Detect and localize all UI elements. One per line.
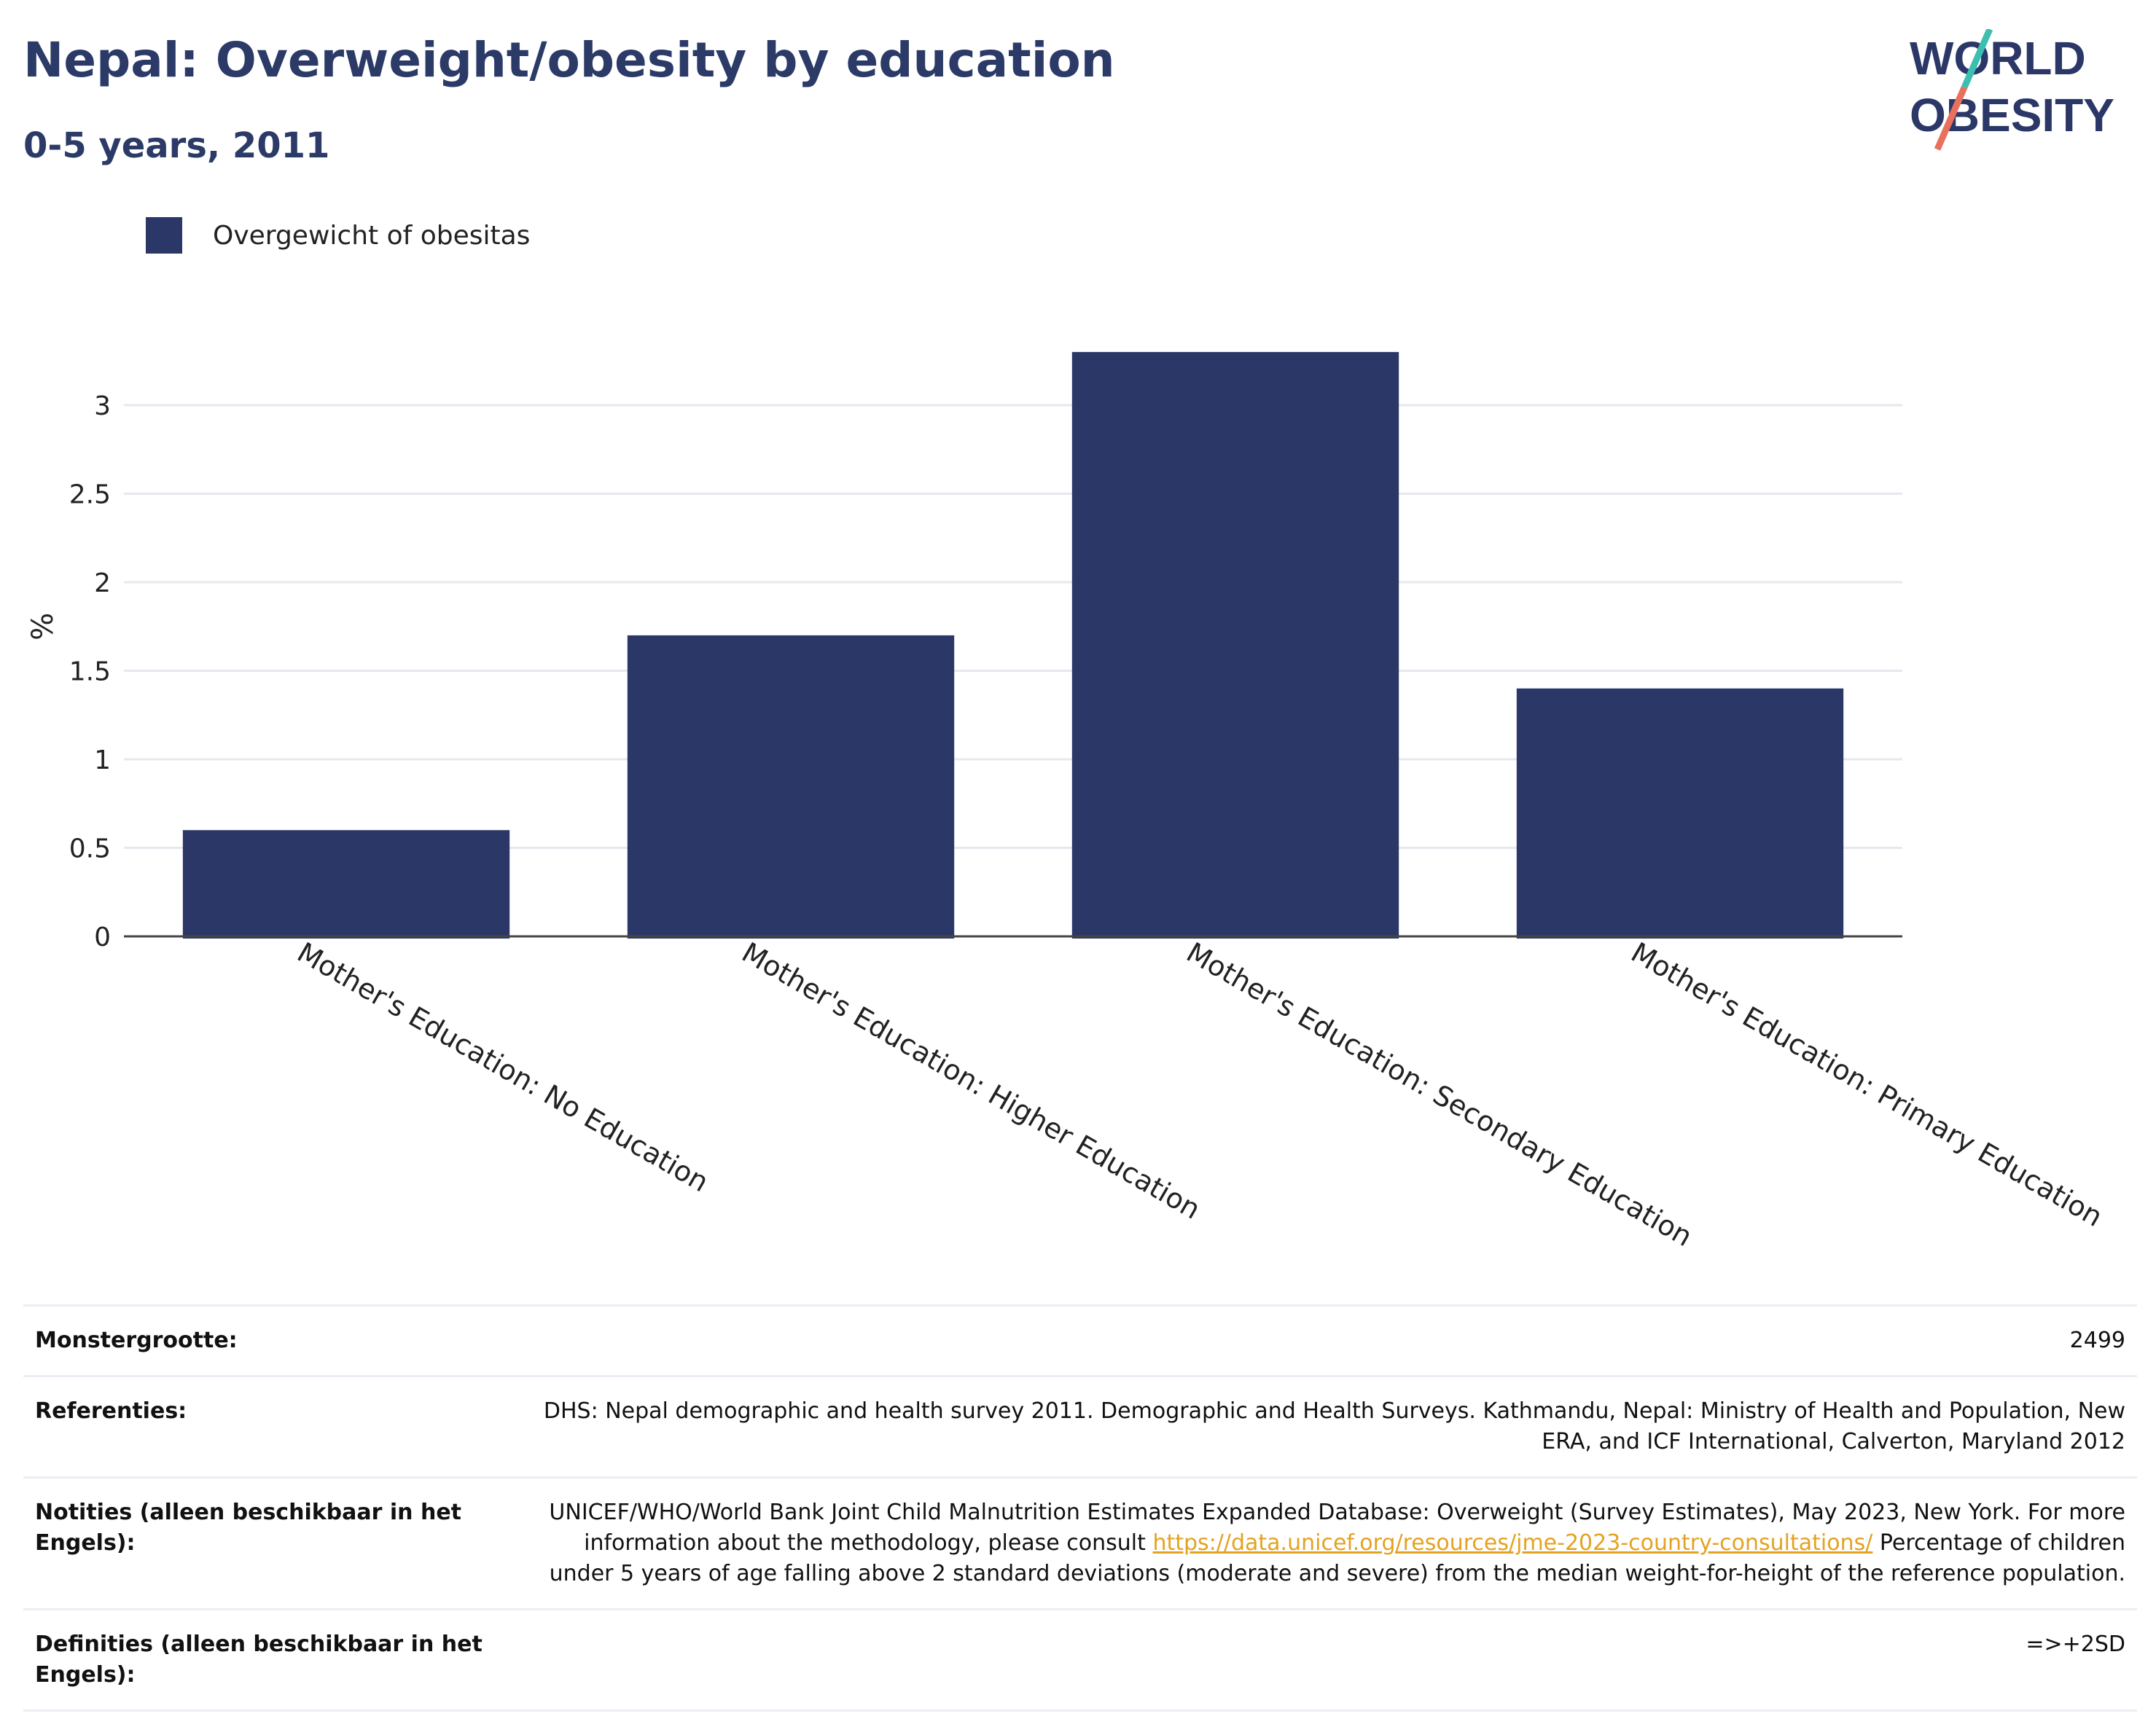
notes-link[interactable]: https://data.unicef.org/resources/jme-20… [1152, 1530, 1873, 1556]
chart-subtitle: 0-5 years, 2011 [23, 125, 330, 166]
bar-chart: 0 0.5 1 1.5 2 2.5 3% Mother's Education: No Edu… [26, 352, 2109, 1253]
info-key: Referenties: [35, 1398, 187, 1424]
y-tick-label: 3 [94, 391, 111, 421]
info-value: =>+2SD [2026, 1632, 2125, 1657]
info-row-sample-size: Monstergrootte: 2499 [23, 1307, 2137, 1377]
legend-label: Overgewicht of obesitas [213, 220, 531, 251]
bar [1071, 352, 1399, 939]
bar [1516, 688, 1844, 939]
bar [182, 830, 510, 939]
bar [627, 635, 955, 939]
logo-slash-teal [1961, 28, 1993, 89]
y-tick-label: 1.5 [69, 657, 111, 687]
info-key: Monstergrootte: [35, 1328, 238, 1353]
world-obesity-logo[interactable]: WORLD OBESITY [1895, 28, 2143, 160]
info-value: UNICEF/WHO/World Bank Joint Child Malnut… [536, 1497, 2125, 1589]
info-table: Monstergrootte: 2499 Referenties: DHS: N… [23, 1304, 2137, 1712]
logo-graphic: WORLD OBESITY [1910, 28, 2114, 151]
info-row-references: Referenties: DHS: Nepal demographic and … [23, 1377, 2137, 1479]
y-tick-label: 0.5 [69, 834, 111, 864]
legend-swatch [146, 217, 182, 254]
y-tick-label: 0 [94, 923, 111, 952]
y-tick-label: 2 [94, 568, 111, 598]
info-value: DHS: Nepal demographic and health survey… [543, 1398, 2125, 1454]
logo-text-obesity: OBESITY [1910, 89, 2114, 141]
info-value: 2499 [2069, 1328, 2125, 1353]
info-key: Definities (alleen beschikbaar in het En… [35, 1632, 483, 1688]
chart-title: Nepal: Overweight/obesity by education [23, 32, 1115, 88]
legend[interactable]: Overgewicht of obesitas [146, 216, 530, 255]
y-tick-label: 2.5 [69, 480, 111, 510]
logo-slash-coral [1934, 86, 1968, 151]
x-tick-label: Mother's Education: Primary Education [1626, 936, 2109, 1233]
info-key: Notities (alleen beschikbaar in het Enge… [35, 1500, 462, 1556]
notes-text-after: Percentage of children under 5 years of … [549, 1530, 2125, 1586]
x-tick-label: Mother's Education: No Education [292, 936, 714, 1199]
y-axis-label: % [26, 613, 60, 641]
x-tick-label: Mother's Education: Secondary Education [1181, 936, 1698, 1253]
info-row-definitions: Definities (alleen beschikbaar in het En… [23, 1610, 2137, 1712]
info-row-notes: Notities (alleen beschikbaar in het Enge… [23, 1479, 2137, 1610]
x-tick-label: Mother's Education: Higher Education [737, 936, 1206, 1226]
y-tick-label: 1 [94, 745, 111, 775]
logo-text-world: WORLD [1910, 32, 2086, 85]
notes-text-before: UNICEF/WHO/World Bank Joint Child Malnut… [549, 1500, 2125, 1556]
